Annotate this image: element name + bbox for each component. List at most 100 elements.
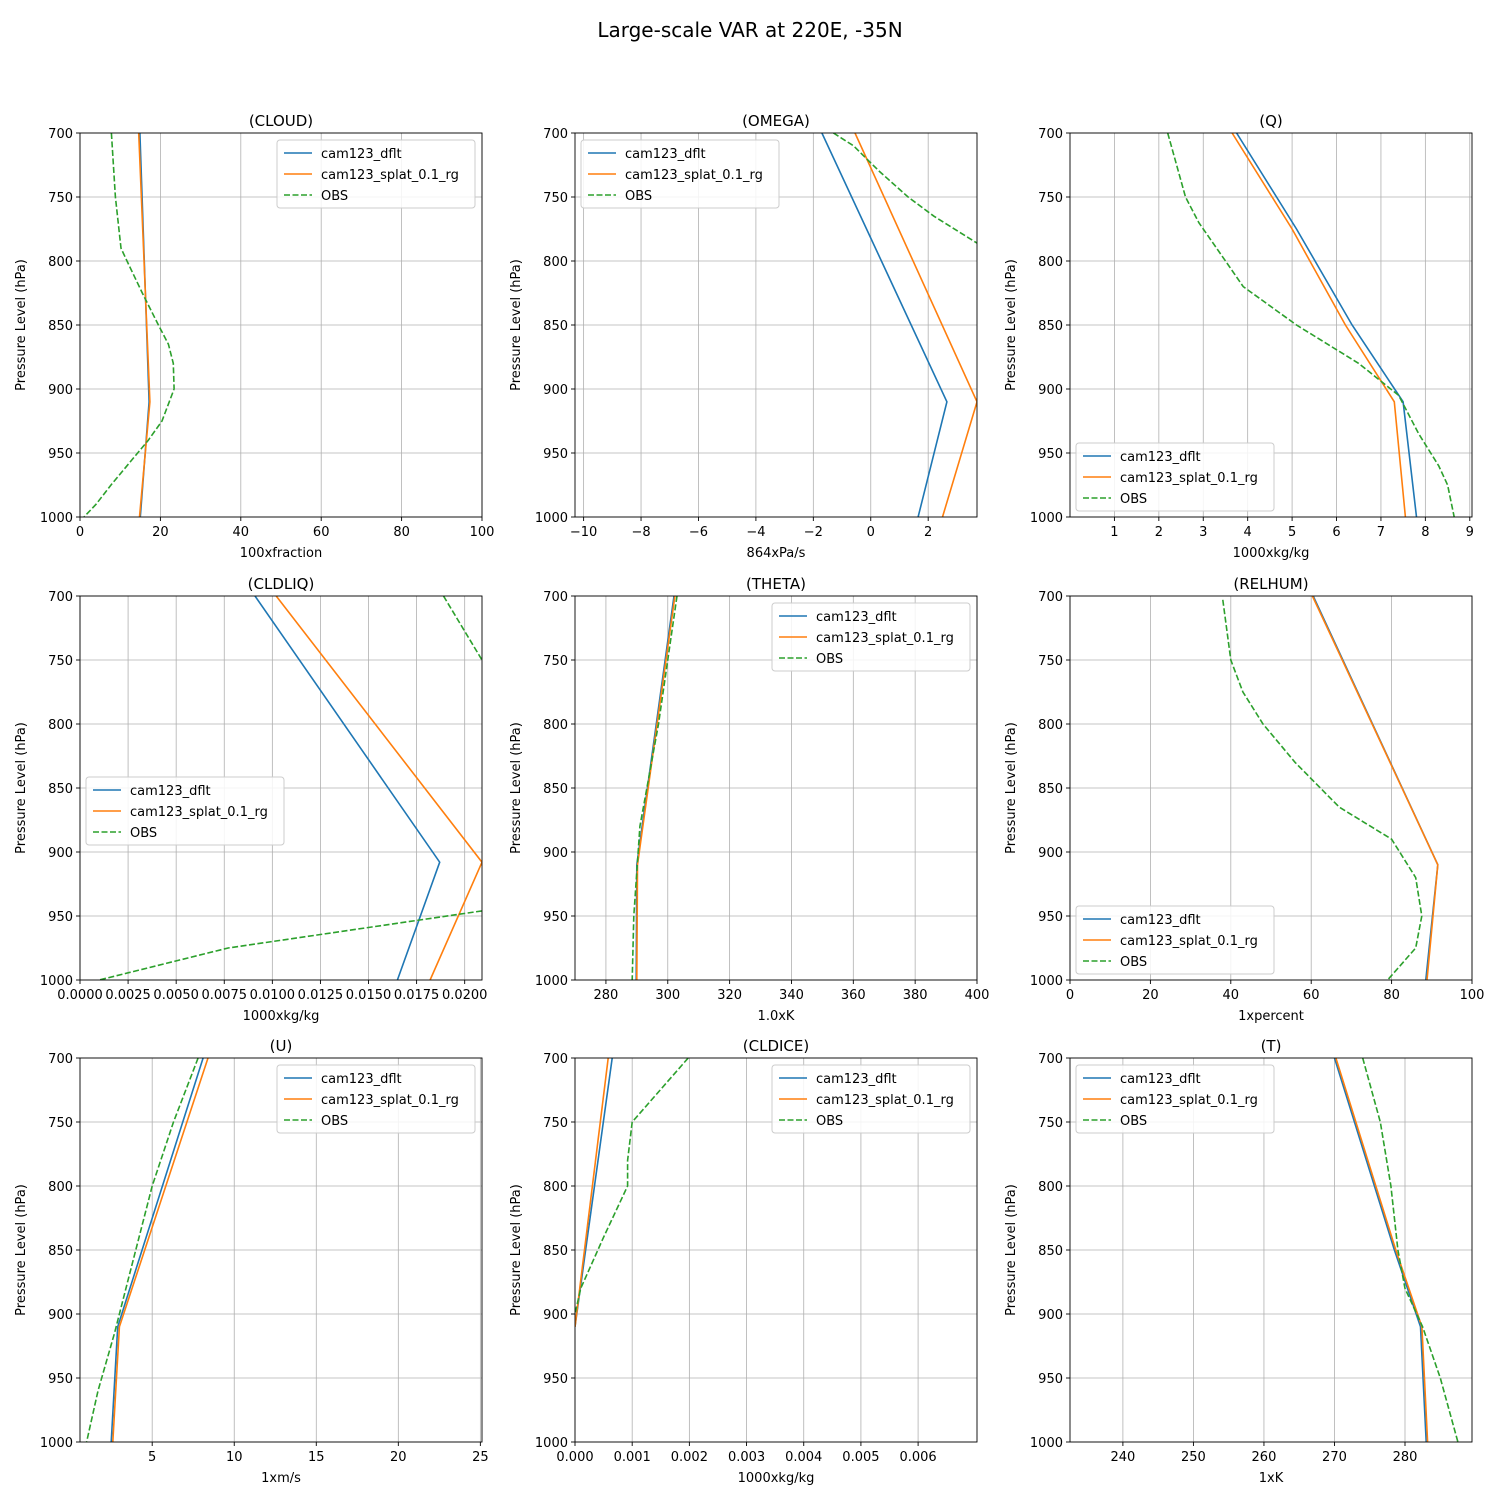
- omega-line-cam123-dflt-0: [821, 133, 948, 517]
- cloud-xtick-label-0: 0: [76, 525, 84, 540]
- cloud-line-obs-2: [83, 133, 175, 517]
- cldice-legend-label-cam123-dflt: cam123_dflt: [816, 1072, 897, 1087]
- relhum-xtick-label-1: 20: [1142, 988, 1159, 1003]
- theta-ytick-label-5: 950: [543, 910, 568, 925]
- omega-ytick-label-4: 900: [543, 383, 568, 398]
- u-line-cam123-dflt-0: [110, 1058, 204, 1442]
- panel-u: 5 10 15 20 25 700 750 800 850 900 950 1000 (U) 1xm/s P…: [14, 1037, 489, 1486]
- relhum-legend-box: [1075, 905, 1275, 975]
- cldice-ytick-label-5: 950: [543, 1372, 568, 1387]
- relhum-xtick-label-3: 60: [1303, 988, 1320, 1003]
- relhum-legend-label-obs: OBS: [1120, 955, 1147, 970]
- q-legend-box: [1075, 442, 1275, 512]
- theta-series: [631, 596, 678, 980]
- cldice-xlabel: 1000xkg/kg: [738, 1471, 815, 1486]
- cldliq-legend-label-cam123-dflt: cam123_dflt: [130, 784, 211, 799]
- relhum-ytick-label-3: 850: [1038, 782, 1063, 797]
- theta-ytick-label-1: 750: [543, 654, 568, 669]
- u-ytick-label-4: 900: [48, 1308, 73, 1323]
- cloud-ytick-label-2: 800: [48, 255, 73, 270]
- t-legend-label-cam123-dflt: cam123_dflt: [1120, 1072, 1201, 1087]
- cldliq-xtick-label-8: 0.0200: [442, 988, 488, 1003]
- t-ytick-label-6: 1000: [1030, 1436, 1063, 1451]
- cldliq-line-cam123-dflt-0: [254, 596, 441, 980]
- cloud-xtick-label-2: 40: [233, 525, 250, 540]
- theta-title: (THETA): [746, 575, 806, 593]
- omega-xtick-label-5: 0: [867, 525, 875, 540]
- theta-xtick-label-4: 360: [841, 988, 866, 1003]
- t-line-cam123-splat-0-1-rg-1: [1335, 1058, 1429, 1442]
- cloud-ylabel: Pressure Level (hPa): [14, 259, 29, 391]
- cldice-xtick-label-1: 0.001: [614, 1450, 651, 1465]
- theta-legend: cam123_dflt cam123_splat_0.1_rg OBS: [771, 602, 971, 672]
- omega-xtick-label-2: −6: [689, 525, 708, 540]
- u-legend-label-obs: OBS: [321, 1114, 348, 1129]
- q-line-cam123-splat-0-1-rg-1: [1231, 133, 1407, 517]
- omega-line-cam123-splat-0-1-rg-1: [854, 133, 977, 517]
- cldice-xtick-label-0: 0.000: [556, 1450, 593, 1465]
- u-legend-box: [276, 1064, 476, 1134]
- cloud-xtick-label-5: 100: [470, 525, 495, 540]
- t-series: [1333, 1058, 1459, 1442]
- t-ytick-label-5: 950: [1038, 1372, 1063, 1387]
- cloud-ytick-label-4: 900: [48, 383, 73, 398]
- cldice-legend: cam123_dflt cam123_splat_0.1_rg OBS: [771, 1064, 971, 1134]
- cldliq-ytick-label-0: 700: [48, 590, 73, 605]
- t-legend: cam123_dflt cam123_splat_0.1_rg OBS: [1075, 1064, 1275, 1134]
- theta-line-obs-2: [631, 596, 678, 980]
- relhum-xtick-label-4: 80: [1383, 988, 1400, 1003]
- cloud-xtick-label-3: 60: [313, 525, 330, 540]
- q-xtick-label-6: 7: [1377, 525, 1385, 540]
- t-xlabel: 1xK: [1259, 1471, 1284, 1486]
- omega-legend-box: [580, 139, 780, 209]
- theta-xtick-label-5: 380: [903, 988, 928, 1003]
- omega-legend: cam123_dflt cam123_splat_0.1_rg OBS: [580, 139, 780, 209]
- cldliq-ytick-label-6: 1000: [40, 974, 73, 989]
- relhum-ytick-label-4: 900: [1038, 846, 1063, 861]
- theta-xtick-label-6: 400: [965, 988, 990, 1003]
- u-ytick-label-3: 850: [48, 1244, 73, 1259]
- cloud-ytick-label-3: 850: [48, 319, 73, 334]
- cldliq-ytick-label-4: 900: [48, 846, 73, 861]
- u-xlabel: 1xm/s: [261, 1471, 301, 1486]
- omega-xtick-label-3: −4: [746, 525, 765, 540]
- cldice-ylabel: Pressure Level (hPa): [509, 1184, 524, 1316]
- cloud-xtick-label-4: 80: [393, 525, 410, 540]
- u-legend-label-cam123-dflt: cam123_dflt: [321, 1072, 402, 1087]
- cloud-series: [83, 133, 175, 517]
- q-xtick-label-7: 8: [1421, 525, 1429, 540]
- cldliq-title: (CLDLIQ): [248, 575, 315, 593]
- cldice-xtick-label-5: 0.005: [842, 1450, 879, 1465]
- cloud-ytick-label-6: 1000: [40, 511, 73, 526]
- omega-ytick-label-3: 850: [543, 319, 568, 334]
- q-legend: cam123_dflt cam123_splat_0.1_rg OBS: [1075, 442, 1275, 512]
- panel-cloud: 0 20 40 60 80 100 700 750 800 850 900 950 1000 (CLOUD…: [14, 112, 494, 561]
- relhum-legend-label-cam123-dflt: cam123_dflt: [1120, 913, 1201, 928]
- panel-cldliq: 0.0000 0.0025 0.0050 0.0075 0.0100 0.0125 0.01…: [14, 575, 487, 1024]
- u-line-obs-2: [85, 1058, 199, 1442]
- cloud-legend: cam123_dflt cam123_splat_0.1_rg OBS: [276, 139, 476, 209]
- relhum-ytick-label-5: 950: [1038, 910, 1063, 925]
- cldice-legend-box: [771, 1064, 971, 1134]
- omega-series: [821, 133, 977, 517]
- theta-legend-label-obs: OBS: [816, 652, 843, 667]
- cldliq-xtick-label-7: 0.0175: [394, 988, 440, 1003]
- relhum-legend: cam123_dflt cam123_splat_0.1_rg OBS: [1075, 905, 1275, 975]
- theta-legend-label-cam123-dflt: cam123_dflt: [816, 610, 897, 625]
- cldice-series: [575, 1058, 689, 1327]
- theta-legend-label-cam123-splat-0-1-rg: cam123_splat_0.1_rg: [816, 631, 954, 646]
- relhum-legend-label-cam123-splat-0-1-rg: cam123_splat_0.1_rg: [1120, 934, 1258, 949]
- u-xtick-label-0: 5: [148, 1450, 156, 1465]
- cloud-legend-label-cam123-splat-0-1-rg: cam123_splat_0.1_rg: [321, 168, 459, 183]
- omega-ytick-label-6: 1000: [535, 511, 568, 526]
- omega-line-obs-2: [832, 133, 977, 244]
- omega-xtick-label-0: −10: [570, 525, 597, 540]
- relhum-xtick-label-5: 100: [1460, 988, 1485, 1003]
- omega-xlabel: 864xPa/s: [747, 546, 806, 561]
- q-xtick-label-2: 3: [1199, 525, 1207, 540]
- cloud-title: (CLOUD): [249, 112, 313, 130]
- t-xtick-label-3: 270: [1322, 1450, 1347, 1465]
- t-ytick-label-2: 800: [1038, 1180, 1063, 1195]
- t-xtick-label-0: 240: [1110, 1450, 1135, 1465]
